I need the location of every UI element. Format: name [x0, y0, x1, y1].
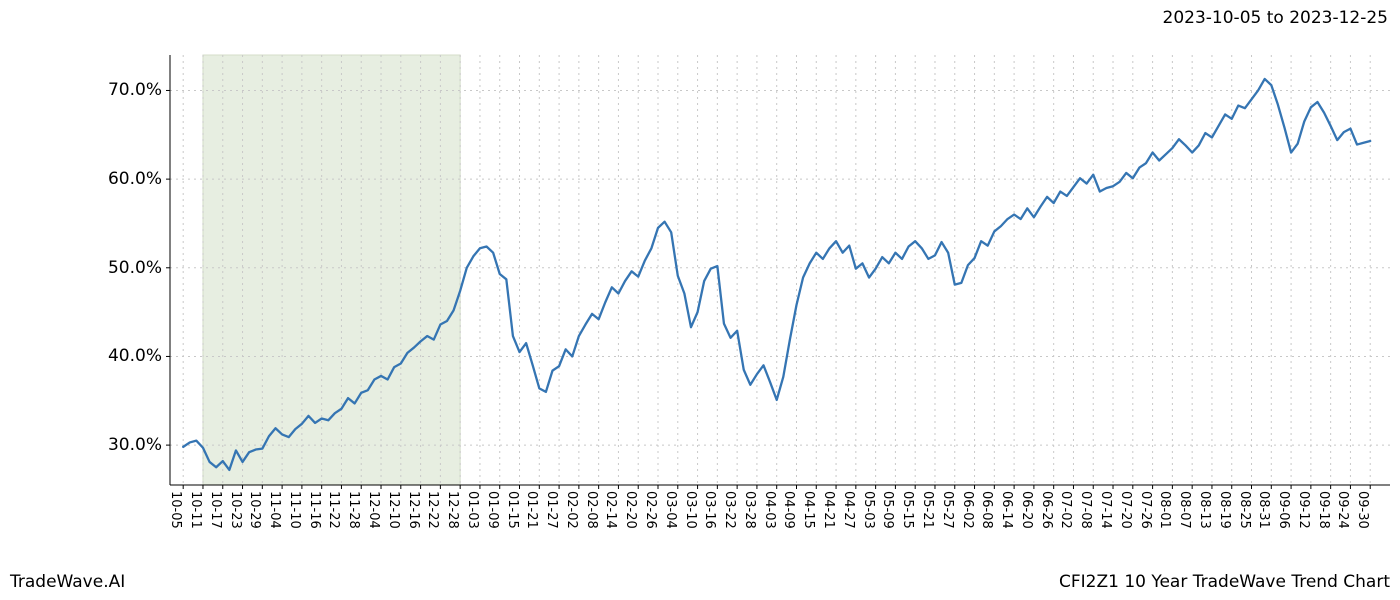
x-axis-tick-label: 02-08: [584, 491, 599, 529]
x-axis-tick-label: 09-12: [1296, 491, 1311, 529]
brand-watermark: TradeWave.AI: [10, 572, 125, 592]
x-axis-tick-label: 08-31: [1256, 491, 1271, 529]
x-axis-tick-label: 07-08: [1078, 491, 1093, 529]
x-axis-tick-label: 08-25: [1237, 491, 1252, 529]
x-axis-tick-label: 10-11: [188, 491, 203, 529]
x-axis-tick-label: 08-19: [1217, 491, 1232, 529]
x-axis-tick-label: 11-28: [346, 491, 361, 529]
y-axis-tick-label: 30.0%: [108, 435, 170, 455]
chart-caption: CFI2Z1 10 Year TradeWave Trend Chart: [1059, 572, 1390, 592]
x-axis-tick-label: 11-10: [287, 491, 302, 529]
x-axis-tick-label: 02-14: [603, 491, 618, 529]
x-axis-tick-label: 01-15: [505, 491, 520, 529]
x-axis-tick-label: 04-21: [821, 491, 836, 529]
x-axis-tick-label: 03-28: [742, 491, 757, 529]
x-axis-tick-label: 06-02: [960, 491, 975, 529]
x-axis-tick-label: 07-14: [1098, 491, 1113, 529]
x-axis-tick-label: 06-26: [1039, 491, 1054, 529]
line-chart-svg: [170, 55, 1390, 485]
chart-container: { "top_title": "2023-10-05 to 2023-12-25…: [0, 0, 1400, 600]
x-axis-tick-label: 06-20: [1019, 491, 1034, 529]
x-axis-tick-label: 10-17: [208, 491, 223, 529]
y-axis-tick-label: 50.0%: [108, 258, 170, 278]
x-axis-tick-label: 07-20: [1118, 491, 1133, 529]
x-axis-tick-label: 11-16: [307, 491, 322, 529]
x-axis-tick-label: 05-21: [920, 491, 935, 529]
x-axis-tick-label: 03-04: [663, 491, 678, 529]
x-axis-tick-label: 01-03: [465, 491, 480, 529]
x-axis-tick-label: 07-02: [1058, 491, 1073, 529]
x-axis-tick-label: 05-27: [940, 491, 955, 529]
x-axis-tick-label: 09-18: [1316, 491, 1331, 529]
x-axis-tick-label: 05-15: [900, 491, 915, 529]
x-axis-tick-label: 02-20: [623, 491, 638, 529]
x-axis-tick-label: 05-03: [861, 491, 876, 529]
x-axis-tick-label: 04-09: [781, 491, 796, 529]
date-range-title: 2023-10-05 to 2023-12-25: [1163, 8, 1388, 28]
x-axis-tick-label: 02-02: [564, 491, 579, 529]
x-axis-tick-label: 03-16: [702, 491, 717, 529]
x-axis-tick-label: 11-04: [267, 491, 282, 529]
x-axis-tick-label: 01-09: [485, 491, 500, 529]
x-axis-tick-label: 02-26: [643, 491, 658, 529]
x-axis-tick-label: 04-27: [841, 491, 856, 529]
x-axis-tick-label: 12-10: [386, 491, 401, 529]
x-axis-tick-label: 05-09: [880, 491, 895, 529]
y-axis-tick-label: 60.0%: [108, 169, 170, 189]
x-axis-tick-label: 08-01: [1157, 491, 1172, 529]
x-axis-tick-label: 12-28: [445, 491, 460, 529]
x-axis-tick-label: 07-26: [1138, 491, 1153, 529]
x-axis-tick-label: 12-04: [366, 491, 381, 529]
y-axis-tick-label: 70.0%: [108, 80, 170, 100]
x-axis-tick-label: 11-22: [326, 491, 341, 529]
x-axis-tick-label: 03-22: [722, 491, 737, 529]
x-axis-tick-label: 09-06: [1276, 491, 1291, 529]
x-axis-tick-label: 08-07: [1177, 491, 1192, 529]
x-axis-tick-label: 01-21: [524, 491, 539, 529]
x-axis-tick-label: 09-30: [1355, 491, 1370, 529]
x-axis-tick-label: 10-23: [228, 491, 243, 529]
x-axis-tick-label: 08-13: [1197, 491, 1212, 529]
x-axis-tick-label: 01-27: [544, 491, 559, 529]
x-axis-tick-label: 09-24: [1335, 491, 1350, 529]
plot-area: 30.0%40.0%50.0%60.0%70.0%10-0510-1110-17…: [170, 55, 1390, 485]
x-axis-tick-label: 06-14: [999, 491, 1014, 529]
x-axis-tick-label: 12-22: [425, 491, 440, 529]
x-axis-tick-label: 10-29: [247, 491, 262, 529]
y-axis-tick-label: 40.0%: [108, 346, 170, 366]
x-axis-tick-label: 03-10: [683, 491, 698, 529]
x-axis-tick-label: 04-15: [801, 491, 816, 529]
x-axis-tick-label: 10-05: [168, 491, 183, 529]
x-axis-tick-label: 04-03: [762, 491, 777, 529]
x-axis-tick-label: 06-08: [979, 491, 994, 529]
x-axis-tick-label: 12-16: [406, 491, 421, 529]
